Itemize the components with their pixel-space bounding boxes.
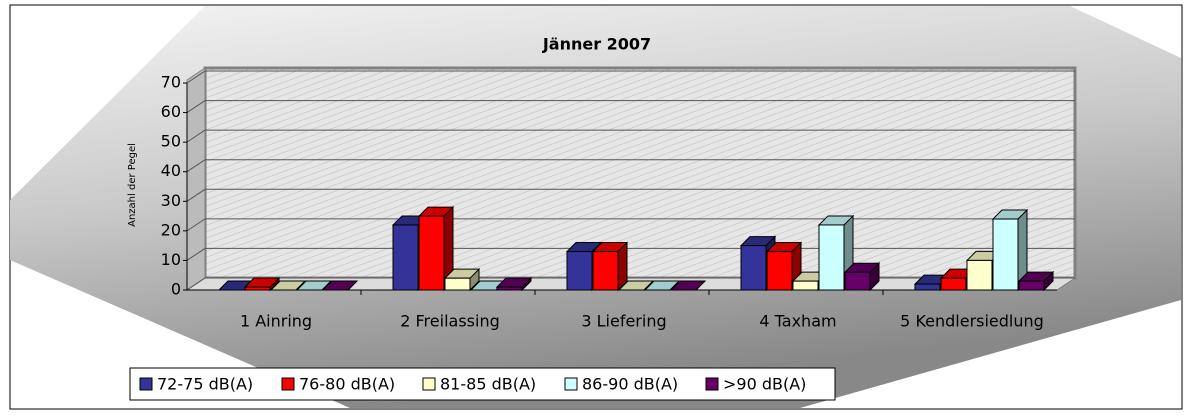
bar-front <box>566 251 593 291</box>
bar <box>643 280 681 291</box>
bar-front <box>844 271 871 291</box>
legend-label: 86-90 dB(A) <box>582 375 678 394</box>
legend-swatch <box>281 377 295 391</box>
side-wall <box>186 67 206 291</box>
back-wall <box>203 66 1077 280</box>
y-tick-label: 70 <box>161 73 181 92</box>
y-axis-label: Anzahl der Pegel <box>127 143 138 227</box>
bar-front <box>740 245 767 291</box>
bar <box>295 280 333 291</box>
bar-front <box>966 259 993 291</box>
legend-swatch <box>705 377 719 391</box>
y-tick-label: 20 <box>161 220 181 239</box>
y-tick-label: 40 <box>161 161 181 180</box>
bar <box>765 241 803 292</box>
legend-label: 81-85 dB(A) <box>440 375 536 394</box>
bar-front <box>592 251 619 291</box>
x-tick-label: 2 Freilassing <box>400 312 499 331</box>
bar-top <box>269 280 307 291</box>
bar-top <box>321 280 359 291</box>
y-tick-label: 10 <box>161 250 181 269</box>
bar <box>669 280 707 291</box>
y-tick-label: 0 <box>171 280 181 299</box>
bar-front <box>444 277 471 291</box>
bar-front <box>992 218 1019 291</box>
bar-front <box>914 283 941 291</box>
bar <box>591 241 629 292</box>
bar-top <box>643 280 681 291</box>
grid-line <box>186 129 1075 143</box>
bar <box>321 280 359 291</box>
bar-front <box>766 251 793 291</box>
bar-front <box>418 215 445 291</box>
legend-swatch <box>564 377 578 391</box>
y-tick-label: 60 <box>161 102 181 121</box>
bar-front <box>1018 280 1045 291</box>
bar <box>617 280 655 291</box>
y-tick-label: 30 <box>161 191 181 210</box>
grid-line <box>186 70 1075 84</box>
legend-swatch <box>422 377 436 391</box>
bar-front <box>392 224 419 291</box>
grid-line <box>186 159 1075 173</box>
bar-top <box>617 280 655 291</box>
bar <box>417 205 455 292</box>
x-tick-label: 4 Taxham <box>759 312 836 331</box>
bar-front <box>244 286 271 291</box>
bar-front <box>792 280 819 291</box>
legend-label: 76-80 dB(A) <box>299 375 395 394</box>
legend-label: >90 dB(A) <box>723 375 806 394</box>
y-tick-label: 50 <box>161 132 181 151</box>
bar-front <box>818 224 845 291</box>
bar-top <box>295 280 333 291</box>
x-tick-label: 3 Liefering <box>581 312 666 331</box>
legend-label: 72-75 dB(A) <box>157 375 253 394</box>
x-tick-label: 1 Ainring <box>240 312 312 331</box>
x-tick-label: 5 Kendlersiedlung <box>900 312 1044 331</box>
bar-front <box>496 286 523 291</box>
legend-swatch <box>139 377 153 391</box>
bar <box>495 276 533 292</box>
bar-top <box>669 280 707 291</box>
grid-line <box>186 188 1075 202</box>
bar <box>269 280 307 291</box>
grid-line <box>186 218 1075 232</box>
grid-line <box>186 100 1075 113</box>
bar <box>1017 270 1055 292</box>
bar <box>843 262 881 292</box>
bar <box>443 267 481 292</box>
bar-front <box>940 277 967 291</box>
bar <box>243 276 281 292</box>
chart-title: Jänner 2007 <box>542 35 651 54</box>
